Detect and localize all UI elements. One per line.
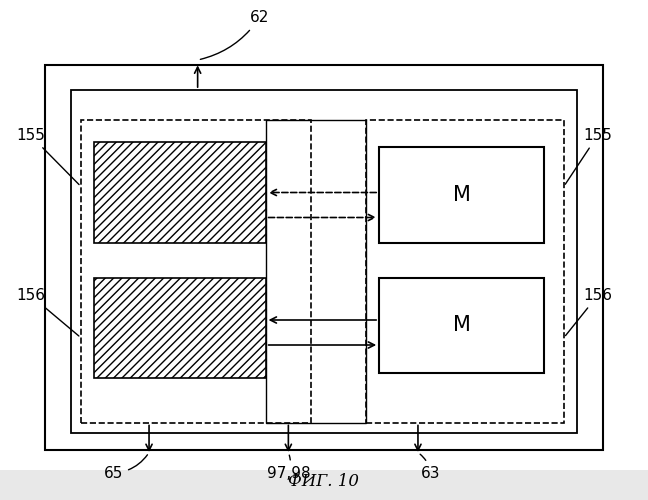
Text: 65: 65	[104, 455, 148, 480]
Text: 62: 62	[200, 10, 269, 59]
Text: ФИГ. 10: ФИГ. 10	[288, 473, 360, 490]
Bar	[366, 120, 564, 422]
Text: 63: 63	[420, 454, 441, 480]
Text: 156: 156	[566, 288, 612, 336]
Text: 155: 155	[16, 128, 79, 184]
Bar	[94, 278, 266, 378]
Bar	[81, 120, 311, 422]
Text: 156: 156	[16, 288, 79, 336]
Text: 155: 155	[565, 128, 612, 184]
Bar	[266, 120, 366, 422]
Bar	[94, 142, 266, 242]
Bar	[379, 148, 544, 242]
Text: M: M	[453, 185, 470, 205]
Bar	[71, 90, 577, 432]
Text: M: M	[453, 315, 470, 335]
Bar	[379, 278, 544, 372]
Bar	[45, 65, 603, 450]
Text: 97,98: 97,98	[266, 455, 310, 480]
